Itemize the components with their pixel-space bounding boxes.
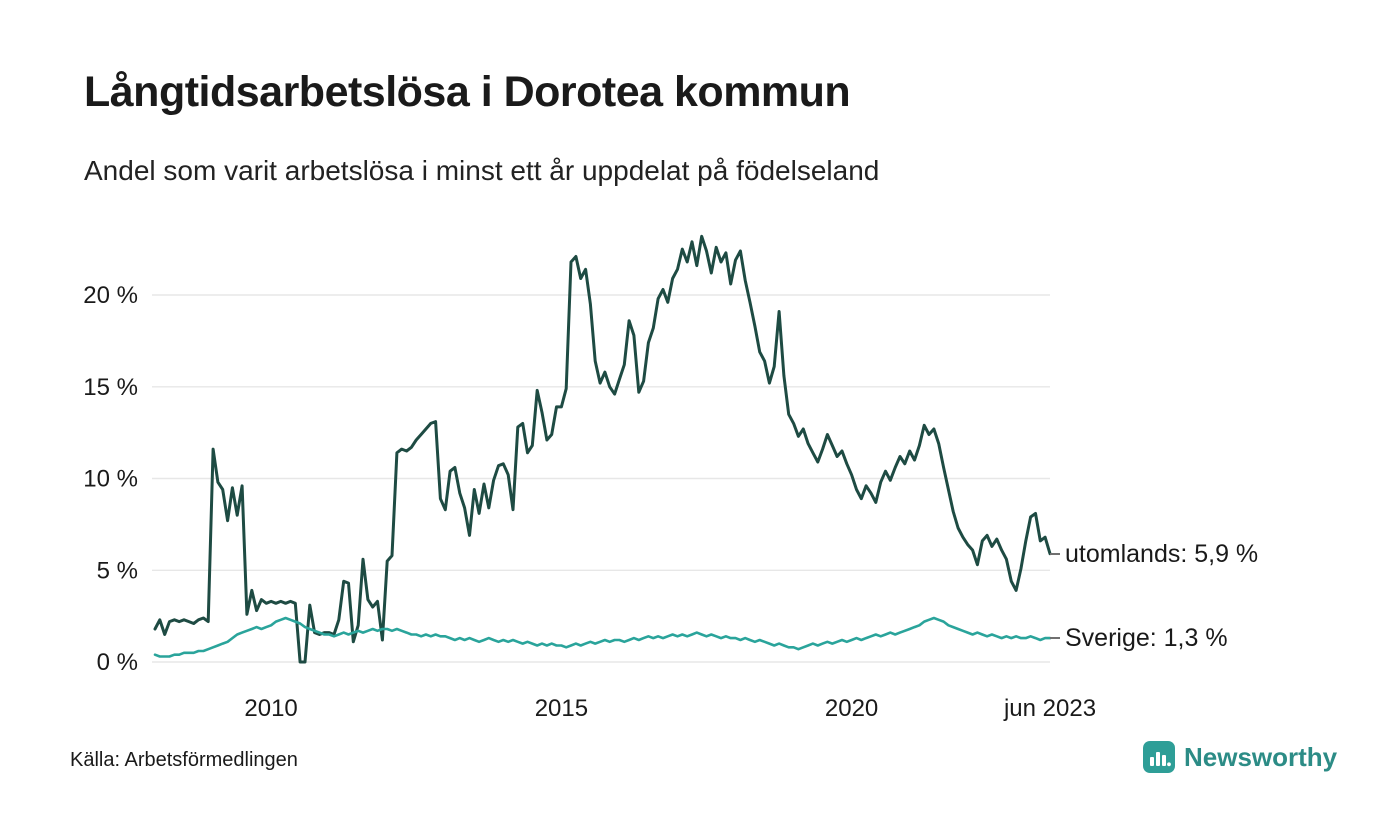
series-line-utomlands [153,234,1052,664]
y-axis-tick-label: 20 % [83,282,138,309]
series-end-label-text: Sverige: 1,3 % [1065,623,1228,652]
series-line-Sverige [153,616,1052,658]
logo-bar-2 [1156,752,1160,766]
series-end-label-sverige: Sverige: 1,3 % [1050,622,1228,654]
newsworthy-logo-icon [1143,741,1175,773]
y-axis-tick-label: 0 % [97,649,138,676]
source-note: Källa: Arbetsförmedlingen [70,749,298,771]
logo-bar-1 [1150,757,1154,766]
y-axis-tick-label: 5 % [97,557,138,584]
x-axis-tick-label: jun 2023 [1003,695,1096,722]
newsworthy-logo-text: Newsworthy [1184,741,1338,772]
y-axis-tick-label: 10 % [83,466,138,493]
x-axis-tick-label: 2015 [535,695,588,722]
label-tick-dash [1050,637,1060,639]
series-end-label-utomlands: utomlands: 5,9 % [1050,538,1258,570]
y-axis-tick-label: 15 % [83,374,138,401]
x-axis-tick-label: 2020 [825,695,878,722]
x-axis-tick-label: 2010 [244,695,297,722]
chart-subtitle: Andel som varit arbetslösa i minst ett å… [84,155,880,186]
series-end-label-text: utomlands: 5,9 % [1065,539,1259,568]
newsworthy-logo[interactable]: Newsworthy [1143,741,1337,773]
label-tick-dash [1050,553,1060,555]
logo-bar-3 [1162,755,1166,766]
logo-dot [1167,762,1171,767]
chart-title: Långtidsarbetslösa i Dorotea kommun [84,68,851,116]
